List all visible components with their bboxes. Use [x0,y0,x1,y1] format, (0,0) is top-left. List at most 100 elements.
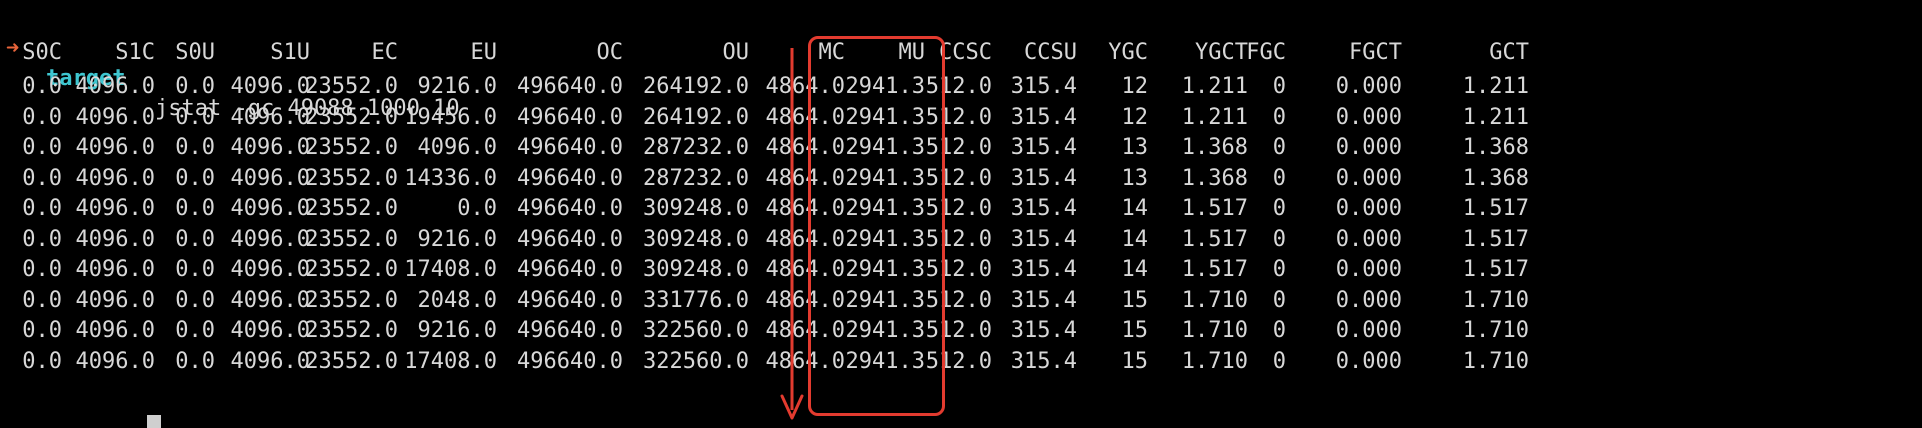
table-cell-ec: 23552.0 [305,226,398,252]
table-cell-oc: 496640.0 [517,165,623,191]
table-cell-s1u: 4096.0 [230,196,310,222]
ou-column-highlight-box [808,36,945,416]
table-cell-ec: 23552.0 [305,135,398,161]
table-cell-ccsu: 315.4 [1010,165,1077,191]
table-cell-s0u: 0.0 [175,165,215,191]
table-cell-fgct: 0.000 [1335,257,1402,283]
table-cell-ccsu: 315.4 [1010,257,1077,283]
table-row: 0.0 4096.0 0.0 4096.0 23552.0 9216.0 496640.0 3… [0,225,1922,255]
table-cell-ygc: 15 [1121,287,1149,313]
table-cell-ccsu: 315.4 [1010,348,1077,374]
column-header-fgct: FGCT [1349,40,1402,65]
table-cell-fgct: 0.000 [1335,165,1402,191]
table-cell-fgc: 0 [1272,165,1286,191]
table-cell-s1c: 4096.0 [75,135,155,161]
table-cell-fgct: 0.000 [1335,196,1402,222]
column-header-ygc: YGC [1108,40,1148,65]
table-cell-oc: 496640.0 [517,74,623,99]
command-prompt-line: ➜ target jstat -gc 49088 1000 10 [0,4,460,121]
table-cell-s0c: 0.0 [22,74,62,99]
table-cell-eu: 17408.0 [404,348,497,374]
table-cell-s1u: 4096.0 [230,74,310,99]
table-cell-oc: 496640.0 [517,318,623,344]
table-cell-s1c: 4096.0 [75,165,155,191]
column-header-mu: MU [898,40,926,65]
table-cell-gct: 1.368 [1462,135,1529,161]
table-cell-gct: 1.517 [1462,196,1529,222]
column-header-s1u: S1U [270,40,310,65]
column-header-ec: EC [371,40,399,65]
table-cell-oc: 496640.0 [517,135,623,161]
table-cell-s0c: 0.0 [22,104,62,130]
table-cell-eu: 0.0 [457,196,497,222]
down-arrow-annotation-icon [780,48,804,420]
table-cell-s0u: 0.0 [175,287,215,313]
table-cell-fgc: 0 [1272,287,1286,313]
table-cell-eu: 4096.0 [417,135,497,161]
table-cell-oc: 496640.0 [517,287,623,313]
table-cell-s0u: 0.0 [175,196,215,222]
table-cell-ygct: 1.211 [1181,74,1248,99]
table-cell-mu: 2941.3 [845,165,925,191]
table-cell-fgc: 0 [1272,226,1286,252]
table-row: 0.0 4096.0 0.0 4096.0 23552.0 4096.0 496640.0 2… [0,133,1922,163]
table-cell-oc: 496640.0 [517,104,623,130]
table-cell-mu: 2941.3 [845,135,925,161]
table-cell-ou: 287232.0 [643,135,749,161]
table-cell-mc: 4864.0 [765,135,845,161]
table-cell-s0u: 0.0 [175,318,215,344]
table-cell-ou: 322560.0 [643,348,749,374]
table-cell-ccsc: 512.0 [925,318,992,344]
table-cell-mc: 4864.0 [765,257,845,283]
table-cell-s0c: 0.0 [22,348,62,374]
table-cell-fgct: 0.000 [1335,135,1402,161]
table-row: 0.0 4096.0 0.0 4096.0 23552.0 14336.0 496640.0… [0,164,1922,194]
table-cell-s0c: 0.0 [22,257,62,283]
table-cell-s1c: 4096.0 [75,226,155,252]
table-cell-mc: 4864.0 [765,165,845,191]
table-cell-fgc: 0 [1272,348,1286,374]
table-cell-s0c: 0.0 [22,165,62,191]
table-cell-ccsc: 512.0 [925,226,992,252]
table-cell-s1u: 4096.0 [230,318,310,344]
column-header-ccsc: CCSC [939,40,992,65]
column-header-s1c: S1C [115,40,155,65]
table-header-row: S0C S1C S0U S1U EC EU OC OU MC MU CCSC CCSU YGC YGCT F… [0,38,1922,68]
table-cell-gct: 1.368 [1462,165,1529,191]
table-cell-ou: 264192.0 [643,104,749,130]
table-cell-mu: 2941.3 [845,104,925,130]
table-cell-ccsu: 315.4 [1010,226,1077,252]
table-cell-s0u: 0.0 [175,74,215,99]
table-cell-ygct: 1.368 [1181,135,1248,161]
column-header-oc: OC [596,40,624,65]
table-cell-ec: 23552.0 [305,74,398,99]
table-cell-mu: 2941.3 [845,196,925,222]
table-cell-s1c: 4096.0 [75,196,155,222]
table-cell-mc: 4864.0 [765,318,845,344]
table-cell-ec: 23552.0 [305,104,398,130]
table-cell-fgc: 0 [1272,135,1286,161]
prompt-directory: target [46,66,126,91]
table-cell-ccsc: 512.0 [925,348,992,374]
table-cell-s1c: 4096.0 [75,348,155,374]
table-cell-ygct: 1.517 [1181,257,1248,283]
table-cell-ou: 264192.0 [643,74,749,99]
next-prompt-line: ➜ target [0,412,53,428]
table-cell-mu: 2941.3 [845,348,925,374]
table-cell-eu: 9216.0 [417,226,497,252]
text-cursor[interactable] [147,415,161,428]
table-row: 0.0 4096.0 0.0 4096.0 23552.0 19456.0 496640.0… [0,103,1922,133]
table-cell-gct: 1.517 [1462,257,1529,283]
table-cell-s1u: 4096.0 [230,165,310,191]
table-cell-fgct: 0.000 [1335,287,1402,313]
table-cell-ygct: 1.211 [1181,104,1248,130]
table-cell-mu: 2941.3 [845,226,925,252]
table-cell-gct: 1.710 [1462,287,1529,313]
table-cell-s0u: 0.0 [175,104,215,130]
table-cell-ccsc: 512.0 [925,196,992,222]
table-cell-mu: 2941.3 [845,74,925,99]
column-header-gct: GCT [1489,40,1529,65]
table-cell-s1c: 4096.0 [75,318,155,344]
column-header-mc: MC [818,40,846,65]
